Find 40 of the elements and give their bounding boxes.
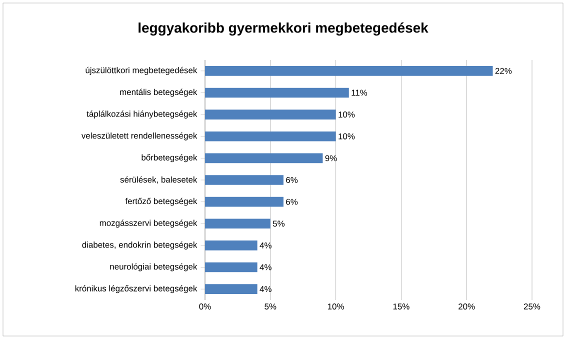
y-tick-label: táplálkozási hiánybetegségek (86, 110, 198, 119)
y-tick-label: újszülöttkori megbetegedések (86, 66, 198, 75)
data-label: 6% (286, 177, 298, 183)
y-tick-label: bőrbetegségek (142, 154, 198, 162)
bar (205, 240, 258, 250)
data-label: 9% (325, 155, 337, 162)
bar (205, 175, 284, 185)
data-label: 22% (495, 68, 512, 74)
data-label: 11% (352, 90, 368, 96)
chart-title: leggyakoribb gyermekkori megbetegedések (138, 22, 428, 36)
data-label: 5% (272, 220, 285, 227)
x-tick-label: 25% (524, 304, 540, 310)
data-label: 4% (260, 264, 272, 270)
y-tick-label: neurológiai betegségek (110, 263, 198, 272)
bar (205, 218, 270, 229)
bar (205, 110, 336, 120)
bar (205, 262, 258, 272)
bar (205, 284, 258, 294)
bar (205, 66, 493, 76)
y-tick-label: mozgásszervi betegségek (100, 220, 198, 228)
bar (205, 88, 349, 98)
y-tick-label: fertőző betegségek (125, 198, 198, 206)
x-tick-label: 20% (458, 304, 475, 310)
data-label: 4% (260, 242, 272, 248)
data-label: 10% (338, 133, 355, 140)
x-tick-label: 15% (393, 304, 410, 310)
y-tick-label: sérülések, balesetek (120, 176, 198, 184)
x-tick-label: 0% (199, 304, 211, 310)
y-tick-label: krónikus légzőszervi betegségek (75, 285, 198, 294)
bar (205, 196, 284, 207)
x-tick-label: 10% (328, 304, 344, 310)
y-tick-label: diabetes, endokrin betegségek (82, 241, 198, 250)
y-tick-label: mentális betegségek (120, 88, 198, 97)
data-label: 10% (338, 112, 355, 118)
bar (205, 131, 336, 142)
data-label: 4% (260, 286, 272, 292)
data-label: 6% (286, 198, 298, 205)
bar (205, 153, 323, 164)
y-tick-label: veleszületett rendellenességek (81, 132, 198, 140)
x-tick-label: 5% (264, 304, 276, 310)
